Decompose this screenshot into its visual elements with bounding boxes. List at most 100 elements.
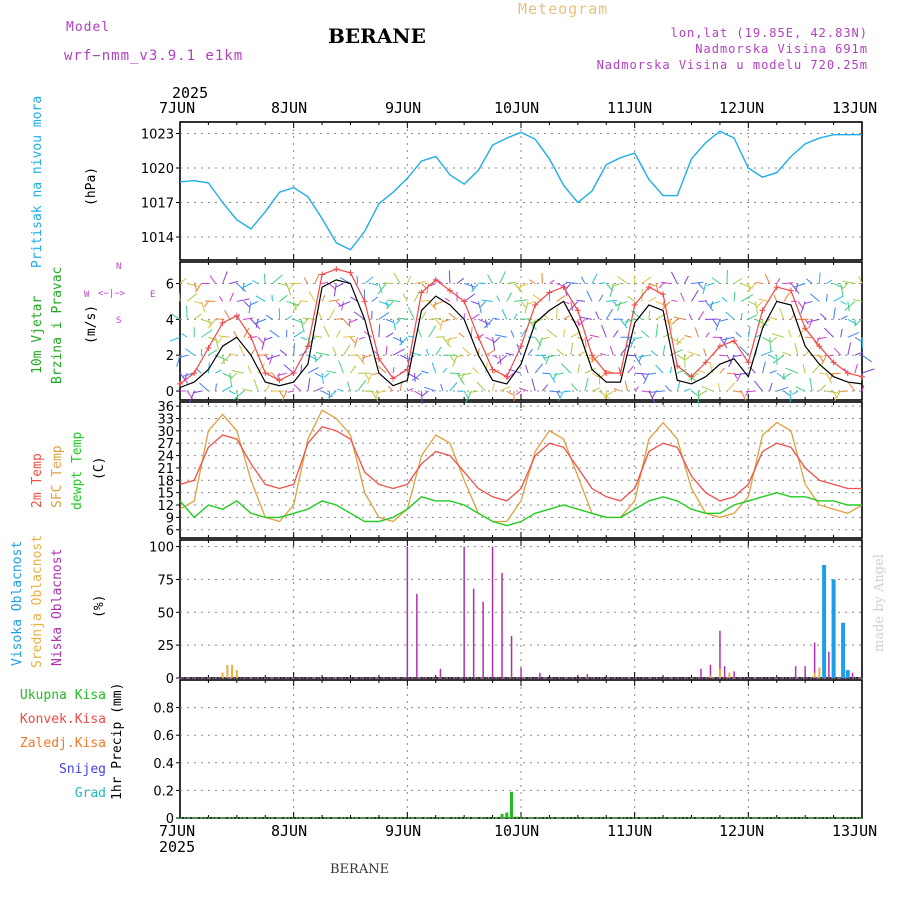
wind-arrow (222, 355, 225, 365)
wind-arrow (269, 329, 280, 338)
wind-arrow (840, 300, 847, 305)
wind-arrow (272, 274, 283, 284)
wind-arrow (705, 332, 710, 338)
wind-arrow (515, 390, 522, 396)
wind-gust-marker (546, 289, 553, 296)
wind-arrow (185, 348, 195, 356)
wind-arrow (378, 283, 383, 294)
wind-arrow (233, 330, 238, 338)
wind-arrow (620, 344, 629, 356)
wind-arrow (478, 282, 486, 285)
wind-arrow (577, 364, 581, 374)
wind-arrow (395, 319, 401, 325)
wind-arrow (563, 315, 570, 320)
temp-ytick-label: 30 (157, 425, 174, 440)
wind-gust-marker (631, 302, 638, 309)
wind-arrow (710, 301, 714, 309)
footer-station: BERANE (330, 862, 390, 877)
wind-arrow (834, 390, 842, 402)
wind-arrow (194, 283, 202, 293)
wind-gust-marker (205, 345, 212, 352)
wind-arrow (589, 334, 600, 338)
wind-arrow (207, 319, 216, 329)
wind-arrow (789, 391, 792, 403)
cloud-bar (831, 579, 836, 678)
wind-arrow (231, 369, 245, 374)
wind-arrow (655, 364, 664, 374)
wind-gust-marker (773, 284, 780, 291)
wind-gust-marker (802, 325, 809, 332)
wind-gust-marker (432, 276, 439, 283)
wind-arrow (687, 351, 699, 356)
wind-arrow (179, 277, 187, 284)
wind-arrow (471, 283, 479, 293)
wind-arrow (501, 309, 508, 320)
wind-arrow (584, 377, 589, 392)
wind-gust-marker (319, 271, 326, 278)
cloud-bar (586, 674, 589, 678)
cloud-bar (221, 672, 224, 678)
wind-arrow (748, 314, 758, 320)
wind-arrow (617, 275, 628, 284)
temp-ytick-label: 6 (166, 524, 174, 539)
wind-arrow (755, 281, 763, 285)
wind-arrow (253, 318, 266, 325)
wind-arrow (169, 336, 181, 342)
wind-arrow (548, 372, 556, 383)
wind-arrow (505, 352, 515, 356)
wind-arrow (477, 301, 482, 314)
cloud-bar (718, 668, 721, 678)
wind-arrow (456, 372, 465, 385)
wind-arrow (745, 390, 756, 393)
wind-arrow (541, 384, 549, 392)
wind-arrow (397, 317, 408, 320)
wind-arrow (428, 317, 442, 320)
top-day-1: 8JUN (271, 99, 308, 117)
wind-arrow (818, 272, 821, 284)
wind-arrow (809, 377, 813, 392)
cloud-frame (179, 539, 863, 679)
precip-ytick-label: 0 (166, 812, 174, 827)
wind-arrow (703, 348, 707, 356)
wind-arrow (385, 332, 394, 338)
wind-arrow (218, 335, 230, 338)
wind-arrow (861, 385, 865, 392)
wind-arrow (804, 348, 811, 356)
wind-arrow (252, 279, 259, 284)
wind-arrow (861, 368, 875, 374)
cloud-bar (709, 675, 712, 678)
temp-ytick-label: 18 (157, 474, 174, 489)
wind-arrow (333, 283, 337, 297)
wind-arrow (833, 295, 844, 302)
wind-arrow (612, 301, 618, 307)
wind-arrow (782, 372, 792, 380)
wind-arrow (250, 348, 256, 356)
wind-arrow (371, 283, 379, 286)
wind-arrow (229, 292, 234, 302)
wind-arrow (847, 342, 852, 356)
wind-arrow (613, 388, 621, 392)
wind-arrow (819, 384, 827, 392)
wind-arrow (684, 388, 691, 392)
cloud-bar (439, 668, 442, 678)
wind-arrow (178, 292, 181, 302)
wind-arrow (440, 383, 444, 392)
top-day-4: 11JUN (607, 99, 653, 117)
wind-arrow (719, 318, 728, 322)
wind-arrow (229, 390, 236, 395)
wind-arrow (447, 337, 451, 346)
wind-arrow (179, 372, 189, 384)
wind-arrow (853, 318, 863, 327)
wind-ytick-label: 6 (166, 278, 174, 293)
wind-arrow (346, 381, 351, 392)
wind-arrow (795, 386, 806, 392)
temp-ytick-label: 33 (157, 412, 174, 427)
temp-ytick-label: 24 (157, 450, 174, 465)
wind-arrow (790, 283, 800, 294)
wind-arrow (740, 294, 754, 302)
wind-arrow (338, 360, 344, 374)
wind-arrow (620, 319, 628, 329)
wind-arrow (826, 372, 833, 384)
